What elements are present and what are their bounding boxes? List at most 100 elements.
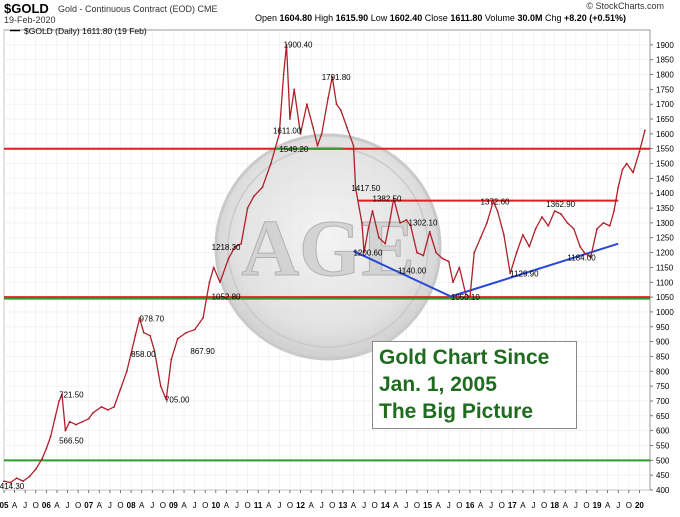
volume-label: Volume	[484, 13, 515, 23]
x-tick-label: A	[563, 501, 569, 510]
x-tick-label: J	[66, 501, 70, 510]
price-point	[428, 230, 431, 233]
price-point	[130, 352, 132, 355]
price-point	[9, 481, 12, 484]
x-tick-label: O	[372, 501, 378, 510]
y-tick-label: 1500	[656, 160, 674, 169]
x-tick-label: A	[224, 501, 230, 510]
y-tick-label: 750	[656, 382, 670, 391]
price-point	[289, 118, 291, 120]
price-annotation: 1218.30	[212, 243, 241, 252]
price-point	[469, 296, 471, 298]
low-label: Low	[370, 13, 388, 23]
x-tick-label: 11	[254, 501, 263, 510]
price-point	[608, 224, 611, 227]
price-point	[473, 251, 476, 254]
price-point	[193, 328, 196, 331]
price-point	[515, 251, 518, 254]
callout-line-3: The Big Picture	[379, 400, 534, 423]
price-point	[153, 349, 156, 352]
price-point	[405, 219, 408, 221]
price-point	[617, 186, 620, 189]
price-point	[246, 207, 249, 209]
x-tick-label: 07	[84, 501, 93, 510]
x-tick-label: 18	[550, 501, 559, 510]
price-annotation: 858.00	[131, 350, 156, 359]
price-point	[34, 468, 37, 471]
x-tick-label: 17	[508, 501, 517, 510]
y-tick-label: 800	[656, 367, 670, 376]
price-point	[579, 245, 582, 248]
price-annotations: 414.30 721.50 566.50 978.70 858.00 705.00 867.…	[0, 41, 596, 491]
price-annotation: 1129.90	[510, 269, 539, 278]
price-point	[502, 233, 505, 236]
y-tick-label: 1300	[656, 219, 674, 228]
price-point	[613, 210, 615, 212]
price-point	[371, 210, 374, 212]
y-tick-label: 400	[656, 486, 670, 495]
price-point	[352, 144, 355, 147]
x-tick-label: J	[277, 501, 281, 510]
x-tick-label: 12	[296, 501, 305, 510]
price-point	[566, 222, 569, 224]
x-axis: 05 A J O 06 A J O 07 A J O 08 A J O 09 A J O 10 A J O 11 A J O 12 A J O…	[0, 490, 644, 510]
chg-value: +8.20 (+0.51%)	[564, 13, 627, 23]
price-annotation: 1791.80	[322, 73, 351, 82]
price-point	[202, 316, 204, 319]
x-tick-label: A	[97, 501, 103, 510]
price-point	[75, 423, 77, 426]
x-tick-label: A	[181, 501, 187, 510]
y-tick-label: 1050	[656, 293, 674, 302]
price-point	[299, 132, 302, 135]
price-point	[106, 408, 109, 411]
x-tick-label: J	[404, 501, 408, 510]
x-tick-label: 16	[466, 501, 475, 510]
price-point	[509, 272, 512, 275]
y-tick-label: 650	[656, 412, 670, 421]
x-tick-label: J	[532, 501, 536, 510]
price-annotation: 1200.60	[353, 248, 382, 257]
price-point	[363, 251, 365, 254]
price-point	[392, 197, 395, 200]
price-point	[170, 358, 173, 361]
price-point	[422, 254, 425, 257]
x-tick-label: J	[489, 501, 493, 510]
price-point	[285, 43, 288, 46]
x-tick-label: O	[75, 501, 81, 510]
x-tick-label: O	[499, 501, 505, 510]
x-tick-label: A	[308, 501, 314, 510]
chg-label: Chg	[544, 13, 562, 23]
price-point	[560, 213, 562, 215]
x-tick-label: 13	[338, 501, 347, 510]
brand-credit[interactable]: © StockCharts.com	[586, 1, 664, 11]
x-tick-label: A	[605, 501, 611, 510]
x-tick-label: A	[351, 501, 357, 510]
legend: $GOLD (Daily) 1611.80 (19 Feb)	[10, 26, 147, 36]
x-tick-label: A	[436, 501, 442, 510]
price-point	[409, 224, 412, 227]
y-tick-label: 600	[656, 427, 670, 436]
price-point	[312, 127, 315, 129]
x-tick-label: A	[54, 501, 60, 510]
x-tick-label: O	[33, 501, 39, 510]
price-point	[522, 233, 524, 236]
price-point	[219, 281, 221, 284]
price-annotation: 721.50	[59, 391, 84, 400]
price-annotation: 1050.10	[451, 293, 480, 302]
y-tick-label: 1250	[656, 234, 674, 243]
x-tick-label: O	[329, 501, 335, 510]
x-tick-label: O	[541, 501, 547, 510]
price-point	[41, 457, 44, 460]
price-line	[3, 44, 646, 484]
x-tick-label: J	[108, 501, 112, 510]
y-tick-label: 1600	[656, 130, 674, 139]
y-tick-label: 900	[656, 338, 670, 347]
price-point	[377, 236, 380, 239]
price-point	[541, 216, 543, 218]
price-point	[100, 406, 103, 408]
price-annotation: 1052.80	[212, 292, 241, 301]
price-annotation: 1372.60	[481, 197, 510, 206]
price-point	[165, 398, 168, 401]
price-point	[269, 162, 272, 165]
callout-line-1: Gold Chart Since	[379, 346, 550, 369]
